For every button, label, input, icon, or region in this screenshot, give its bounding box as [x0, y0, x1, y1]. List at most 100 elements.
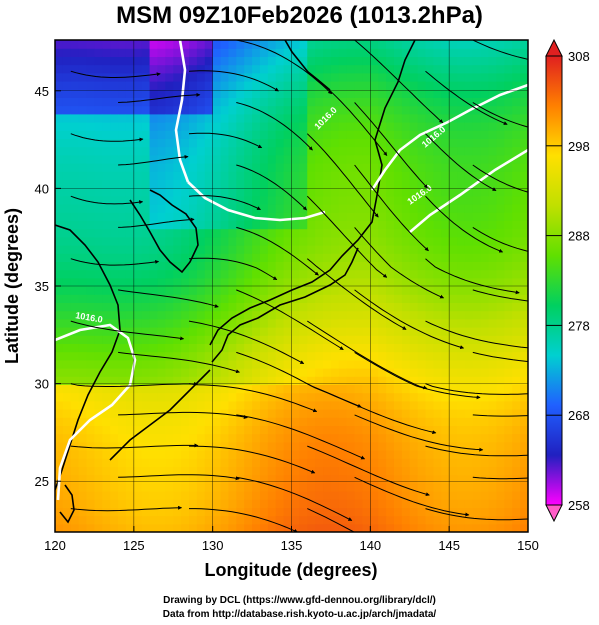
temperature-cell — [291, 97, 300, 107]
temperature-cell — [244, 433, 253, 443]
temperature-cell — [165, 105, 174, 115]
temperature-cell — [55, 507, 64, 517]
temperature-cell — [189, 335, 198, 344]
temperature-cell — [204, 327, 214, 336]
temperature-cell — [110, 515, 119, 525]
temperature-cell — [393, 359, 403, 369]
temperature-cell — [433, 351, 442, 361]
temperature-cell — [472, 253, 482, 262]
temperature-cell — [157, 220, 166, 230]
temperature-cell — [299, 286, 308, 295]
temperature-cell — [299, 392, 308, 402]
temperature-cell — [259, 318, 269, 328]
temperature-cell — [409, 179, 419, 189]
temperature-cell — [196, 335, 206, 344]
temperature-cell — [165, 376, 174, 385]
temperature-cell — [118, 294, 127, 303]
temperature-cell — [228, 81, 237, 90]
temperature-cell — [165, 245, 174, 254]
temperature-cell — [401, 310, 411, 320]
temperature-cell — [86, 89, 96, 98]
temperature-cell — [496, 376, 505, 385]
temperature-cell — [165, 64, 174, 74]
temperature-cell — [236, 236, 245, 246]
temperature-cell — [204, 261, 214, 271]
temperature-cell — [346, 204, 356, 213]
temperature-cell — [244, 179, 253, 189]
temperature-cell — [457, 318, 466, 328]
temperature-cell — [488, 195, 498, 205]
temperature-cell — [323, 310, 332, 320]
temperature-cell — [102, 474, 111, 484]
temperature-cell — [78, 441, 88, 451]
temperature-cell — [70, 154, 80, 164]
temperature-cell — [212, 384, 222, 394]
temperature-cell — [70, 261, 80, 271]
temperature-cell — [496, 499, 505, 508]
temperature-cell — [78, 409, 88, 418]
temperature-cell — [70, 499, 80, 508]
temperature-cell — [267, 187, 277, 197]
temperature-cell — [78, 359, 88, 369]
temperature-cell — [315, 515, 324, 525]
temperature-cell — [62, 269, 72, 279]
temperature-cell — [393, 499, 403, 508]
temperature-cell — [425, 48, 434, 57]
temperature-cell — [425, 343, 434, 353]
temperature-cell — [441, 318, 450, 328]
temperature-cell — [409, 261, 419, 271]
temperature-cell — [220, 343, 230, 353]
temperature-cell — [267, 40, 277, 49]
temperature-cell — [330, 491, 340, 500]
temperature-cell — [70, 286, 80, 295]
temperature-cell — [330, 163, 340, 172]
temperature-cell — [480, 310, 490, 320]
temperature-cell — [370, 351, 379, 361]
coastlines — [55, 40, 416, 524]
temperature-cell — [173, 245, 182, 254]
temperature-cell — [464, 122, 474, 131]
temperature-cell — [299, 400, 308, 410]
temperature-cell — [102, 56, 111, 66]
temperature-cell — [425, 97, 434, 107]
temperature-cell — [496, 245, 505, 254]
temperature-cell — [291, 56, 300, 66]
temperature-cell — [157, 343, 166, 353]
temperature-cell — [488, 392, 498, 402]
temperature-cell — [236, 138, 245, 148]
temperature-cell — [283, 277, 293, 287]
temperature-cell — [62, 368, 72, 377]
temperature-cell — [133, 220, 143, 230]
streamline — [472, 351, 528, 363]
temperature-cell — [425, 130, 434, 139]
temperature-cell — [417, 97, 427, 107]
temperature-cell — [70, 56, 80, 66]
temperature-cell — [464, 441, 474, 451]
temperature-cell — [330, 359, 340, 369]
temperature-cell — [409, 212, 419, 221]
temperature-cell — [102, 327, 111, 336]
temperature-cell — [259, 441, 269, 451]
temperature-cell — [323, 228, 332, 238]
temperature-cell — [267, 482, 277, 492]
streamline — [425, 133, 497, 192]
temperature-cell — [181, 318, 190, 328]
temperature-cell — [401, 228, 411, 238]
temperature-cell — [330, 335, 340, 344]
temperature-cell — [441, 343, 450, 353]
temperature-cell — [386, 154, 395, 164]
temperature-cell — [378, 466, 387, 476]
temperature-cell — [441, 359, 450, 369]
temperature-cell — [488, 187, 498, 197]
temperature-cell — [228, 474, 237, 484]
temperature-cell — [70, 368, 80, 377]
temperature-cell — [409, 507, 419, 517]
temperature-cell — [307, 491, 316, 500]
temperature-cell — [275, 228, 285, 238]
temperature-cell — [386, 138, 395, 148]
temperature-cell — [449, 122, 458, 131]
temperature-cell — [480, 228, 490, 238]
temperature-cell — [78, 81, 88, 90]
temperature-cell — [133, 204, 143, 213]
temperature-cell — [204, 105, 214, 115]
